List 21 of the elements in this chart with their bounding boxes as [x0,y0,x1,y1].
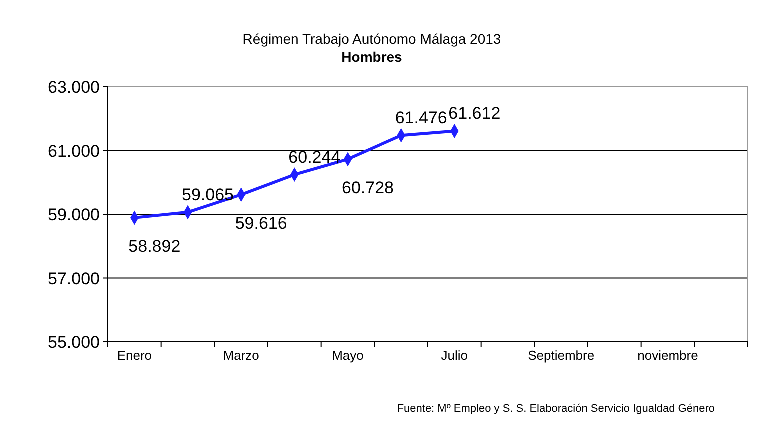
data-label: 59.065 [182,185,234,204]
data-label: 58.892 [128,236,181,256]
data-label: 60.728 [342,178,394,198]
x-tick-label: Julio [441,348,468,363]
data-label: 59.616 [235,214,288,233]
y-tick-label: 63.000 [48,78,100,97]
x-tick-label: Mayo [332,348,364,363]
data-label: 61.476 [395,108,448,128]
y-tick-label: 61.000 [48,142,100,161]
x-tick-label: noviembre [638,348,698,363]
source-note: Fuente: Mº Empleo y S. S. Elaboración Servicio Igualdad Género [397,403,715,415]
data-label: 60.244 [288,148,341,167]
x-tick-label: Marzo [223,348,260,363]
data-label: 61.612 [448,104,501,124]
y-tick-label: 59.000 [48,206,100,224]
chart-subtitle: Hombres [342,49,403,65]
x-tick-label: Septiembre [528,348,595,363]
x-tick-label: Enero [117,348,152,363]
y-tick-label: 55.000 [48,333,100,352]
y-tick-label: 57.000 [48,269,100,288]
chart-title: Régimen Trabajo Autónomo Málaga 2013 [242,31,502,47]
